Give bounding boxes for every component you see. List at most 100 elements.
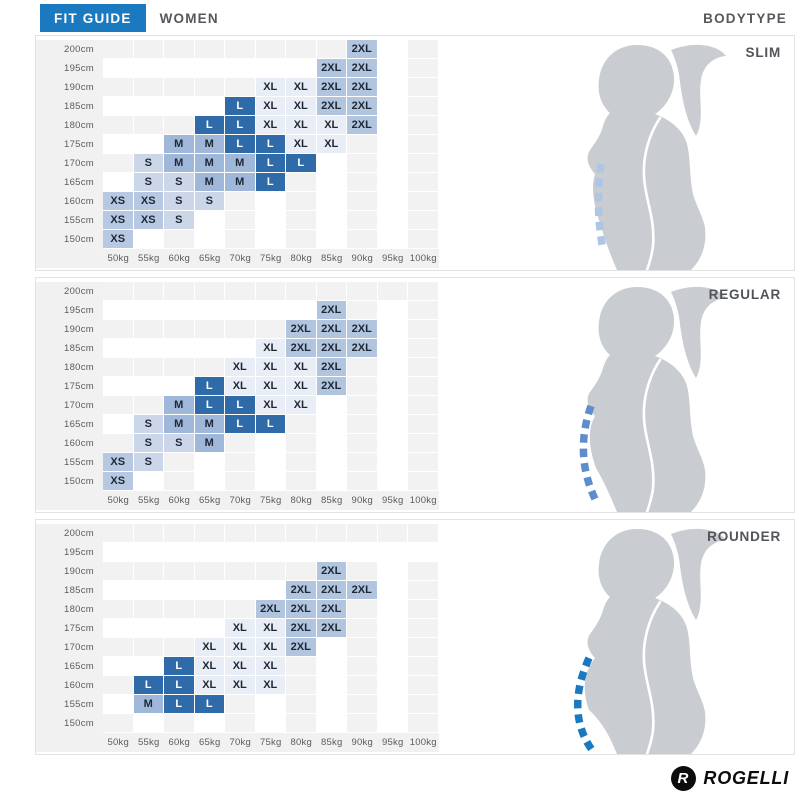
grid-cell (103, 339, 134, 358)
fit-panel-slim: 200cm 2XL 195cm 2XL 2XL 190cm XL XL 2XL 2XL 185cm L… (35, 35, 795, 271)
size-cell-l: L (225, 116, 256, 135)
size-cell-s: S (133, 154, 164, 173)
grid-cell (347, 358, 378, 377)
grid-cell (225, 211, 256, 230)
size-cell-xl: XL (286, 97, 317, 116)
grid-cell (255, 562, 286, 581)
grid-cell (286, 695, 317, 714)
grid-cell (347, 415, 378, 434)
grid-cell (286, 173, 317, 192)
size-cell-s: S (164, 434, 195, 453)
grid-cell (194, 339, 225, 358)
grid-cell (347, 619, 378, 638)
grid-cell (347, 434, 378, 453)
height-label: 175cm (36, 619, 103, 638)
size-cell-xl: XL (255, 657, 286, 676)
grid-cell (347, 377, 378, 396)
grid-cell (347, 135, 378, 154)
grid-cell (377, 543, 408, 562)
bodytype-figure: REGULAR (439, 278, 795, 512)
grid-cell (225, 453, 256, 472)
grid-cell (225, 581, 256, 600)
size-cell-xl: XL (255, 638, 286, 657)
size-cell-xl: XL (255, 97, 286, 116)
grid-cell (133, 59, 164, 78)
grid-cell (255, 581, 286, 600)
grid-cell (194, 600, 225, 619)
size-cell-xl: XL (316, 135, 347, 154)
size-cell-l: L (194, 377, 225, 396)
height-label: 195cm (36, 301, 103, 320)
grid-cell (133, 657, 164, 676)
grid-cell (164, 524, 195, 543)
grid-cell (377, 78, 408, 97)
grid-cell (316, 657, 347, 676)
bodytype-heading: BODYTYPE (703, 10, 787, 26)
grid-cell (225, 78, 256, 97)
grid-cell (194, 97, 225, 116)
bodytype-figure: SLIM (439, 36, 795, 270)
grid-cell (225, 40, 256, 59)
size-cell-xl: XL (286, 358, 317, 377)
weight-label: 65kg (194, 733, 225, 752)
grid-cell (377, 524, 408, 543)
grid-cell (347, 524, 378, 543)
weight-label: 90kg (347, 733, 378, 752)
grid-cell (377, 619, 408, 638)
waist-curve-dashed-line (579, 404, 598, 501)
height-label: 175cm (36, 377, 103, 396)
grid-cell (377, 282, 408, 301)
grid-cell (286, 562, 317, 581)
grid-cell (255, 434, 286, 453)
grid-cell (225, 301, 256, 320)
grid-cell (347, 472, 378, 491)
fit-panel-regular: 200cm 195cm 2XL 190cm 2XL 2XL 2XL 185cm XL 2XL 2XL… (35, 277, 795, 513)
grid-cell (286, 434, 317, 453)
grid-cell (225, 543, 256, 562)
weight-label: 70kg (225, 249, 256, 268)
size-cell-m: M (225, 173, 256, 192)
weight-label: 85kg (316, 249, 347, 268)
grid-cell (133, 619, 164, 638)
grid-cell (255, 230, 286, 249)
size-cell-xs: XS (103, 453, 134, 472)
grid-cell (408, 154, 439, 173)
size-cell-2xl: 2XL (347, 78, 378, 97)
grid-cell (377, 211, 408, 230)
grid-cell (316, 638, 347, 657)
grid-cell (103, 282, 134, 301)
size-grid: 200cm 195cm 190cm 2XL 185cm 2XL 2XL 2XL 180cm 2XL… (36, 520, 439, 754)
size-cell-m: M (194, 154, 225, 173)
grid-cell (194, 320, 225, 339)
height-label: 190cm (36, 562, 103, 581)
grid-cell (377, 230, 408, 249)
grid-cell (408, 320, 439, 339)
size-cell-xl: XL (255, 358, 286, 377)
grid-cell (164, 230, 195, 249)
size-cell-l: L (225, 97, 256, 116)
size-cell-l: L (225, 135, 256, 154)
grid-cell (133, 524, 164, 543)
size-cell-m: M (225, 154, 256, 173)
height-label: 160cm (36, 676, 103, 695)
grid-cell (286, 415, 317, 434)
grid-cell (377, 339, 408, 358)
grid-cell (286, 211, 317, 230)
grid-cell (103, 78, 134, 97)
size-cell-l: L (164, 695, 195, 714)
footer: R ROGELLI (35, 762, 795, 794)
grid-cell (377, 638, 408, 657)
grid-cell (225, 434, 256, 453)
size-cell-l: L (194, 116, 225, 135)
height-label: 200cm (36, 524, 103, 543)
size-cell-2xl: 2XL (286, 619, 317, 638)
grid-cell (347, 173, 378, 192)
grid-cell (164, 377, 195, 396)
size-cell-s: S (194, 192, 225, 211)
grid-cell (225, 320, 256, 339)
grid-cell (286, 676, 317, 695)
size-cell-s: S (133, 434, 164, 453)
size-cell-xl: XL (286, 116, 317, 135)
size-cell-2xl: 2XL (347, 116, 378, 135)
bodytype-label: ROUNDER (707, 529, 781, 544)
